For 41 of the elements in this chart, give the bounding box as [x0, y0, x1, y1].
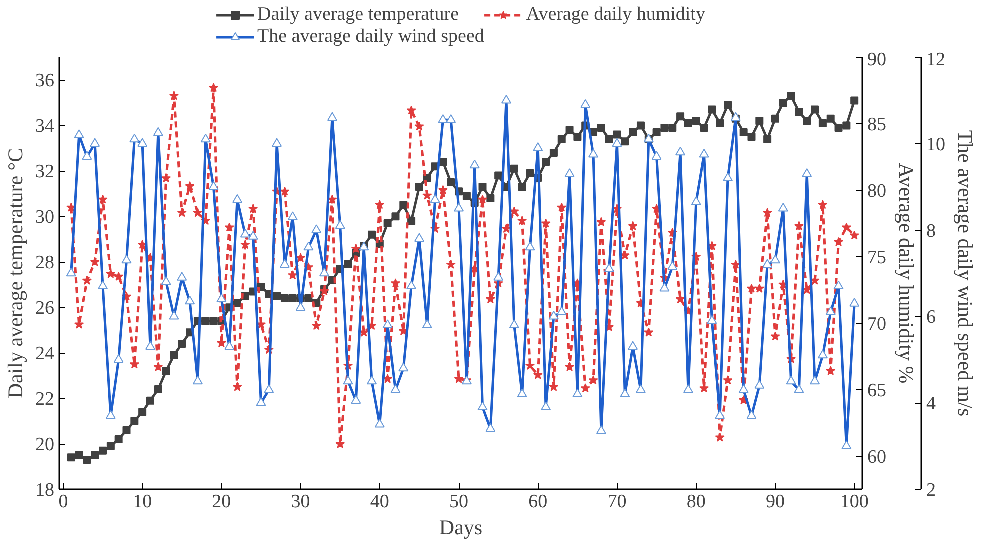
- y-axis-title: Daily average temperature °C: [4, 148, 28, 399]
- y3-tick-label: 8: [926, 220, 936, 242]
- x-tick-label: 20: [212, 492, 232, 512]
- y-tick-label: 22: [36, 389, 54, 410]
- y3-tick-label: 10: [926, 134, 946, 156]
- y2-tick-label: 90: [868, 50, 886, 70]
- y-tick-label: 20: [36, 434, 54, 456]
- y-tick-label: 28: [36, 252, 54, 274]
- y2-axis-title: Average daily humidity %: [894, 163, 918, 384]
- x-tick-label: 100: [840, 492, 869, 512]
- legend-label: Daily average temperature: [258, 4, 460, 26]
- y3-tick-label: 2: [926, 480, 936, 501]
- y-tick-label: 34: [36, 116, 55, 138]
- x-tick-label: 60: [528, 492, 548, 512]
- y3-tick-label: 4: [926, 394, 936, 415]
- y3-tick-label: 12: [926, 50, 946, 70]
- x-tick-label: 70: [608, 492, 627, 512]
- y2-tick-label: 80: [868, 180, 886, 202]
- x-tick-label: 50: [450, 492, 469, 512]
- x-tick-label: 0: [58, 492, 68, 512]
- y-tick-label: 18: [36, 480, 54, 501]
- y2-tick-label: 65: [868, 380, 886, 402]
- y-tick-label: 36: [36, 70, 54, 92]
- y-tick-label: 26: [36, 298, 54, 320]
- y-tick-label: 24: [36, 344, 55, 365]
- y3-axis-title: The average daily wind speed m/s: [954, 130, 978, 417]
- x-tick-label: 30: [291, 492, 310, 512]
- x-tick-label: 80: [686, 492, 706, 512]
- x-tick-label: 40: [370, 492, 390, 512]
- y2-tick-label: 60: [868, 446, 886, 468]
- legend-label: Average daily humidity: [526, 4, 706, 26]
- x-tick-label: 10: [133, 492, 152, 512]
- legend-label: The average daily wind speed: [258, 26, 484, 48]
- x-tick-label: 90: [766, 492, 785, 512]
- x-axis-title: Days: [439, 516, 483, 540]
- y2-tick-label: 85: [868, 114, 886, 136]
- y2-tick-label: 70: [868, 314, 886, 335]
- y-tick-label: 32: [36, 162, 54, 183]
- y2-tick-label: 75: [868, 247, 886, 268]
- y-tick-label: 30: [36, 207, 54, 228]
- y3-tick-label: 6: [926, 307, 936, 328]
